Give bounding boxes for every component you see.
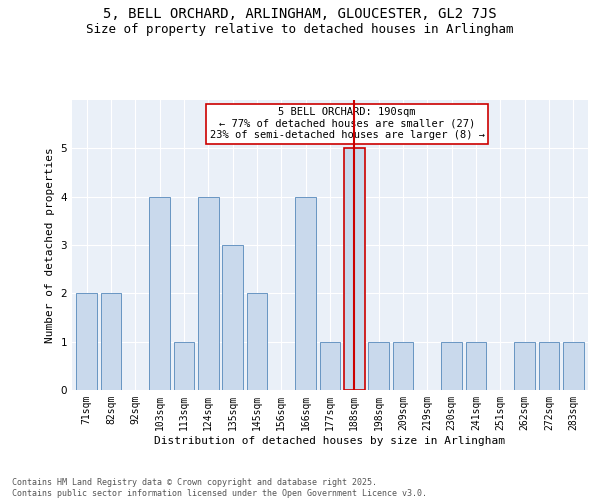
Bar xyxy=(222,245,243,390)
Bar xyxy=(514,342,535,390)
Bar xyxy=(101,294,121,390)
Text: Size of property relative to detached houses in Arlingham: Size of property relative to detached ho… xyxy=(86,22,514,36)
Bar xyxy=(149,196,170,390)
Text: 5 BELL ORCHARD: 190sqm
← 77% of detached houses are smaller (27)
23% of semi-det: 5 BELL ORCHARD: 190sqm ← 77% of detached… xyxy=(209,108,485,140)
Bar xyxy=(563,342,584,390)
Text: 5, BELL ORCHARD, ARLINGHAM, GLOUCESTER, GL2 7JS: 5, BELL ORCHARD, ARLINGHAM, GLOUCESTER, … xyxy=(103,8,497,22)
Bar xyxy=(76,294,97,390)
X-axis label: Distribution of detached houses by size in Arlingham: Distribution of detached houses by size … xyxy=(155,436,505,446)
Bar xyxy=(344,148,365,390)
Bar xyxy=(392,342,413,390)
Bar xyxy=(442,342,462,390)
Bar xyxy=(198,196,218,390)
Bar xyxy=(173,342,194,390)
Bar xyxy=(539,342,559,390)
Y-axis label: Number of detached properties: Number of detached properties xyxy=(45,147,55,343)
Bar xyxy=(247,294,268,390)
Text: Contains HM Land Registry data © Crown copyright and database right 2025.
Contai: Contains HM Land Registry data © Crown c… xyxy=(12,478,427,498)
Bar xyxy=(295,196,316,390)
Bar xyxy=(320,342,340,390)
Bar xyxy=(466,342,487,390)
Bar xyxy=(368,342,389,390)
